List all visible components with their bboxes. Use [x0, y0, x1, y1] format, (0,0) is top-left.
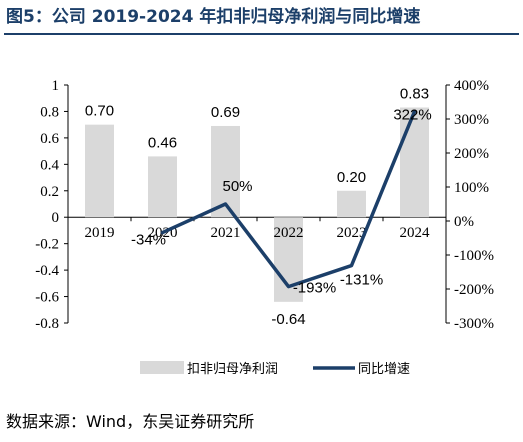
legend-label-bar: 扣非归母净利润 [187, 362, 278, 377]
bar-value-label: 0.69 [211, 104, 240, 121]
right-tick-label: 0% [454, 214, 474, 230]
right-tick-label: -200% [454, 282, 494, 298]
line-series [160, 109, 417, 289]
growth-line [160, 109, 417, 289]
legend-label-line: 同比增速 [358, 362, 410, 377]
x-tick-label: 2022 [274, 225, 304, 241]
line-value-label: -34% [131, 232, 166, 249]
bar-value-label: -0.64 [271, 311, 305, 328]
figure-title: 图5：公司 2019-2024 年扣非归母净利润与同比增速 [6, 7, 421, 27]
x-tick-label: 2024 [400, 225, 431, 241]
bar-value-label: 0.83 [400, 85, 429, 102]
chart-axes: 10.80.60.40.20-0.2-0.4-0.6-0.8400%300%20… [35, 78, 494, 332]
bar-value-label: 0.46 [148, 134, 177, 151]
bar-value-label: 0.70 [85, 103, 114, 120]
left-tick-label: -0.8 [35, 316, 59, 332]
left-tick-label: 0.4 [40, 157, 59, 173]
bar [148, 156, 177, 218]
line-value-label: 322% [393, 107, 431, 124]
line-value-label: -193% [293, 280, 336, 297]
combo-chart: 10.80.60.40.20-0.2-0.4-0.6-0.8400%300%20… [35, 78, 494, 377]
left-tick-label: 0 [52, 210, 60, 226]
right-tick-label: -100% [454, 248, 494, 264]
left-tick-label: -0.2 [35, 237, 59, 253]
chart-legend: 扣非归母净利润 同比增速 [140, 361, 410, 377]
bar [211, 125, 240, 218]
x-tick-label: 2019 [85, 225, 115, 241]
title-divider [4, 33, 519, 35]
data-labels: 0.70 0.46 0.69 -0.64 0.20 0.83 -34% 50% -193% -13… [85, 85, 432, 327]
right-tick-label: -300% [454, 316, 494, 332]
x-tick-labels: 2019 2020 2021 2022 2023 2024 [85, 225, 431, 241]
right-tick-label: 200% [454, 146, 489, 162]
line-value-label: -131% [340, 272, 383, 289]
x-tick-label: 2021 [211, 225, 241, 241]
bar-series [85, 107, 429, 302]
right-tick-label: 100% [454, 180, 489, 196]
left-tick-label: -0.6 [35, 290, 59, 306]
left-tick-label: -0.4 [35, 263, 59, 279]
right-tick-label: 400% [454, 78, 489, 94]
source-note: 数据来源：Wind，东吴证券研究所 [6, 412, 255, 431]
legend-swatch-bar [140, 361, 184, 374]
left-tick-label: 0.6 [40, 131, 59, 147]
left-tick-label: 0.8 [40, 104, 59, 120]
bar [337, 190, 366, 218]
bar [400, 107, 429, 218]
left-tick-label: 1 [52, 78, 60, 94]
bar-value-label: 0.20 [337, 169, 366, 186]
left-tick-label: 0.2 [40, 184, 59, 200]
bar [85, 124, 114, 218]
line-value-label: 50% [222, 178, 252, 195]
right-tick-label: 300% [454, 112, 489, 128]
x-tick-label: 2023 [337, 225, 367, 241]
